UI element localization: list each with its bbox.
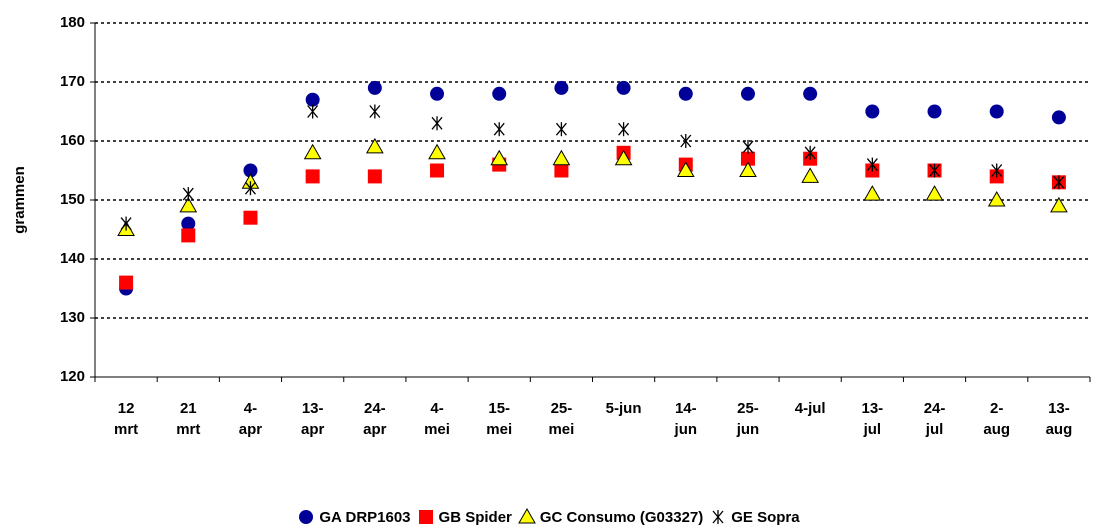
legend-marker [299,510,314,524]
marker [244,181,256,196]
x-tick-label: 14- jun [674,400,698,438]
marker [925,185,944,201]
y-tick-label: 160 [60,132,85,149]
marker [552,149,571,166]
marker [927,104,942,119]
legend-label: GB Spider [438,508,512,526]
marker [369,104,381,119]
legend-marker [518,508,536,524]
marker [614,149,633,166]
marker [299,510,314,524]
marker [804,145,816,160]
marker [179,196,198,213]
marker [181,216,196,231]
marker [181,228,196,243]
marker [555,122,567,137]
marker [1051,110,1066,125]
marker [307,104,319,119]
x-tick-label: 13- aug [1045,400,1073,438]
marker [678,86,693,101]
marker [120,216,132,231]
marker [428,143,446,160]
marker [492,86,507,101]
marker [418,510,433,524]
legend-item: GB Spider [417,508,512,526]
x-tick-label: 15- mei [486,400,513,438]
marker [1053,175,1065,190]
marker [367,80,382,95]
x-tick-label: 13- jul [861,400,884,438]
marker [742,139,754,154]
marker [518,508,536,524]
marker [305,169,320,184]
x-tick-label: 25- jun [736,400,760,438]
marker [740,86,755,101]
y-tick-label: 140 [60,250,85,267]
marker [243,210,258,225]
marker [865,104,880,119]
marker [305,92,320,107]
marker [367,169,382,184]
marker [618,122,630,137]
legend: GA DRP1603 GB Spider GC Consumo (G03327) GE… [0,508,1097,526]
x-tick-label: 24- apr [363,400,387,438]
marker [431,116,443,131]
marker [863,185,882,201]
x-tick-label: 25- mei [548,400,575,438]
x-tick-label: 4- apr [238,400,263,438]
legend-item: GA DRP1603 [297,508,411,526]
marker [989,104,1004,119]
x-tick-label: 13- apr [300,400,325,438]
legend-item: GE Sopra [709,508,800,526]
x-tick-label: 21 mrt [176,400,201,438]
marker [680,134,692,148]
x-tick-label: 5-jun [605,400,642,417]
marker [991,163,1003,178]
marker [303,143,322,160]
y-tick-label: 120 [60,368,85,385]
y-tick-label: 150 [60,191,85,208]
legend-marker [418,510,433,524]
marker [430,86,445,101]
y-tick-label: 170 [60,73,85,90]
marker [243,163,258,178]
marker [182,187,194,202]
marker [554,80,569,95]
marker [987,190,1006,207]
x-tick-label: 12 mrt [114,400,139,438]
y-axis-label: grammen [11,166,28,234]
y-tick-label: 180 [60,14,85,31]
marker [119,275,134,290]
marker [365,137,384,154]
marker [803,86,818,101]
legend-marker [712,510,724,524]
marker [801,167,820,183]
x-tick-label: 2- aug [983,400,1011,438]
marker [929,163,941,178]
marker [740,151,755,166]
marker [712,510,724,524]
marker [1050,196,1068,213]
marker [430,163,445,178]
marker [739,161,757,177]
x-tick-label: 4-jul [794,400,826,417]
marker [676,161,695,177]
marker [616,80,631,95]
legend-item: GC Consumo (G03327) [518,508,703,526]
y-tick-label: 130 [60,309,85,326]
marker [554,163,569,178]
marker [866,157,878,172]
legend-label: GC Consumo (G03327) [539,508,704,526]
x-tick-label: 4- mei [424,400,450,438]
legend-label: GA DRP1603 [319,508,411,526]
marker [490,149,509,166]
legend-label: GE Sopra [731,508,800,526]
x-tick-label: 24- jul [923,400,946,438]
marker [493,122,505,137]
